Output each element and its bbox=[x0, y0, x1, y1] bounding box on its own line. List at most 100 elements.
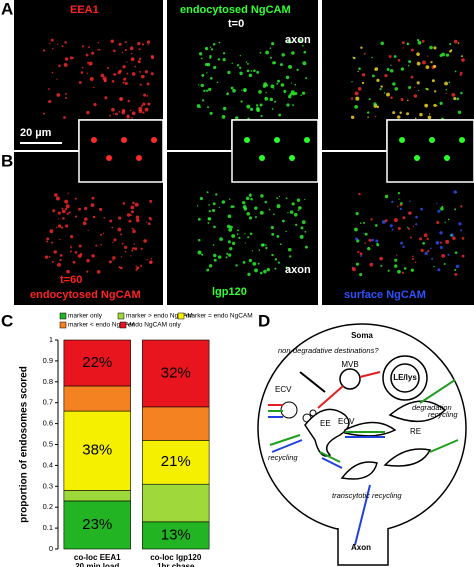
puncta bbox=[119, 97, 123, 101]
puncta bbox=[124, 49, 127, 52]
puncta bbox=[244, 137, 250, 143]
puncta bbox=[399, 137, 405, 143]
axon-outline bbox=[337, 528, 389, 566]
puncta bbox=[299, 234, 304, 239]
diagram-text: EE bbox=[320, 419, 331, 428]
puncta bbox=[132, 229, 136, 234]
time-label: t=60 bbox=[60, 274, 82, 286]
puncta bbox=[151, 261, 153, 264]
puncta bbox=[285, 197, 288, 200]
puncta bbox=[282, 219, 285, 223]
puncta bbox=[376, 242, 379, 245]
puncta bbox=[433, 64, 437, 68]
inset-frame bbox=[231, 119, 319, 183]
puncta bbox=[131, 227, 133, 229]
puncta bbox=[130, 205, 135, 210]
puncta bbox=[439, 241, 443, 244]
image-label: lgp120 bbox=[212, 286, 247, 298]
puncta bbox=[212, 42, 216, 46]
bar-segment bbox=[142, 521, 210, 550]
data-label: 32% bbox=[161, 364, 191, 381]
x-tick-label: co-loc lgp120 bbox=[150, 553, 202, 562]
puncta bbox=[209, 56, 212, 59]
puncta bbox=[263, 269, 267, 274]
puncta bbox=[222, 58, 226, 62]
puncta bbox=[370, 218, 373, 221]
puncta bbox=[142, 111, 145, 114]
panel-label: D bbox=[258, 311, 270, 330]
puncta bbox=[287, 212, 289, 214]
puncta bbox=[150, 54, 154, 58]
puncta bbox=[259, 103, 263, 107]
puncta bbox=[409, 236, 412, 239]
puncta bbox=[113, 49, 116, 53]
puncta bbox=[65, 93, 67, 95]
puncta bbox=[244, 242, 246, 244]
x-tick-sublabel: 20 min load bbox=[75, 562, 119, 567]
puncta bbox=[304, 245, 308, 249]
puncta bbox=[198, 84, 200, 86]
legend-label: endo NgCAM only bbox=[128, 322, 181, 329]
puncta bbox=[406, 43, 409, 46]
puncta bbox=[266, 268, 271, 272]
puncta bbox=[123, 77, 127, 81]
puncta bbox=[454, 251, 458, 254]
puncta bbox=[118, 265, 121, 268]
puncta bbox=[447, 253, 450, 256]
puncta bbox=[269, 97, 274, 102]
puncta bbox=[140, 74, 145, 79]
puncta bbox=[400, 202, 403, 205]
puncta bbox=[74, 251, 78, 254]
puncta bbox=[99, 207, 103, 212]
puncta bbox=[64, 207, 68, 211]
puncta bbox=[388, 55, 392, 58]
puncta bbox=[374, 67, 379, 71]
puncta bbox=[106, 155, 112, 161]
puncta bbox=[147, 222, 151, 226]
puncta bbox=[251, 250, 254, 252]
puncta bbox=[291, 51, 295, 55]
puncta bbox=[303, 50, 307, 54]
puncta bbox=[373, 102, 377, 106]
puncta bbox=[44, 255, 49, 259]
puncta bbox=[229, 225, 233, 229]
legend-label: marker = endo NgCAM bbox=[186, 313, 253, 320]
puncta bbox=[390, 64, 392, 66]
puncta bbox=[380, 85, 383, 88]
puncta bbox=[355, 237, 359, 241]
puncta bbox=[283, 89, 287, 93]
puncta bbox=[428, 113, 431, 115]
puncta bbox=[398, 198, 400, 200]
puncta bbox=[364, 242, 366, 244]
image-label: endocytosed NgCAM bbox=[180, 4, 291, 16]
inset-frame bbox=[78, 119, 164, 183]
puncta bbox=[213, 253, 217, 258]
puncta bbox=[394, 258, 398, 262]
puncta bbox=[390, 69, 394, 73]
puncta bbox=[384, 194, 389, 199]
puncta bbox=[423, 233, 428, 238]
puncta bbox=[367, 116, 369, 118]
puncta bbox=[276, 204, 281, 209]
puncta bbox=[52, 209, 56, 213]
puncta bbox=[51, 241, 54, 244]
puncta bbox=[225, 256, 228, 259]
arrows bbox=[268, 371, 459, 546]
puncta bbox=[243, 87, 247, 92]
puncta bbox=[456, 97, 460, 101]
puncta bbox=[134, 65, 137, 68]
puncta bbox=[222, 52, 226, 55]
puncta bbox=[197, 217, 201, 221]
puncta bbox=[54, 193, 58, 197]
puncta bbox=[209, 111, 213, 115]
puncta bbox=[208, 87, 212, 91]
puncta bbox=[139, 70, 142, 73]
puncta bbox=[63, 116, 66, 119]
puncta bbox=[61, 207, 64, 210]
puncta bbox=[135, 265, 137, 267]
puncta bbox=[285, 75, 290, 80]
puncta bbox=[86, 270, 89, 273]
puncta bbox=[103, 216, 106, 219]
puncta bbox=[254, 215, 257, 218]
puncta bbox=[355, 212, 359, 216]
